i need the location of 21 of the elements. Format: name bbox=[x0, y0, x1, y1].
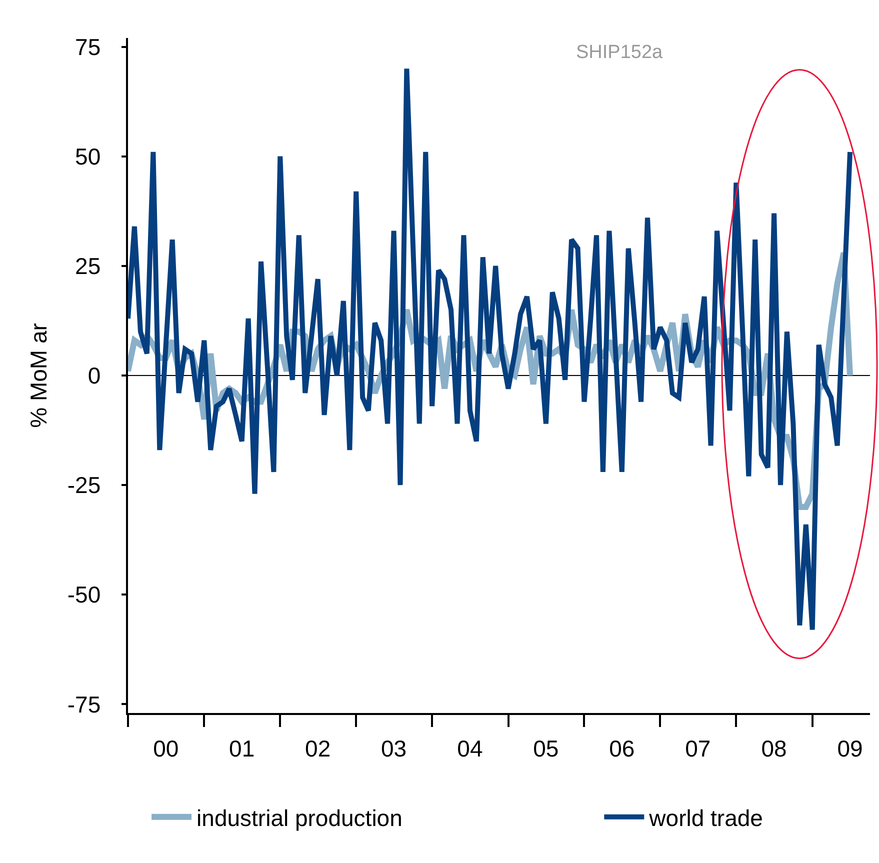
y-tick-label: 0 bbox=[88, 362, 101, 389]
y-tick-label: 25 bbox=[75, 252, 101, 279]
y-tick-label: -25 bbox=[67, 472, 101, 498]
legend-label: industrial production bbox=[196, 804, 402, 831]
x-tick-label: 04 bbox=[457, 735, 483, 762]
y-tick-label: -50 bbox=[67, 582, 101, 608]
y-tick-label: -75 bbox=[67, 691, 101, 718]
x-tick-label: 08 bbox=[761, 735, 787, 762]
x-tick-label: 05 bbox=[533, 735, 559, 762]
x-tick-label: 06 bbox=[609, 735, 635, 762]
legend-label: world trade bbox=[648, 804, 763, 831]
x-tick-label: 01 bbox=[229, 735, 255, 762]
y-tick-label: 50 bbox=[75, 143, 101, 170]
x-tick-label: 00 bbox=[153, 735, 179, 762]
x-tick-label: 02 bbox=[305, 735, 331, 762]
x-tick-label: 03 bbox=[380, 735, 407, 762]
y-axis-title: % MoM ar bbox=[25, 322, 52, 428]
x-tick-label: 09 bbox=[837, 735, 863, 762]
annotation: SHIP152a bbox=[576, 42, 664, 63]
x-tick-label: 07 bbox=[685, 735, 711, 762]
y-tick-label: 75 bbox=[75, 34, 101, 60]
